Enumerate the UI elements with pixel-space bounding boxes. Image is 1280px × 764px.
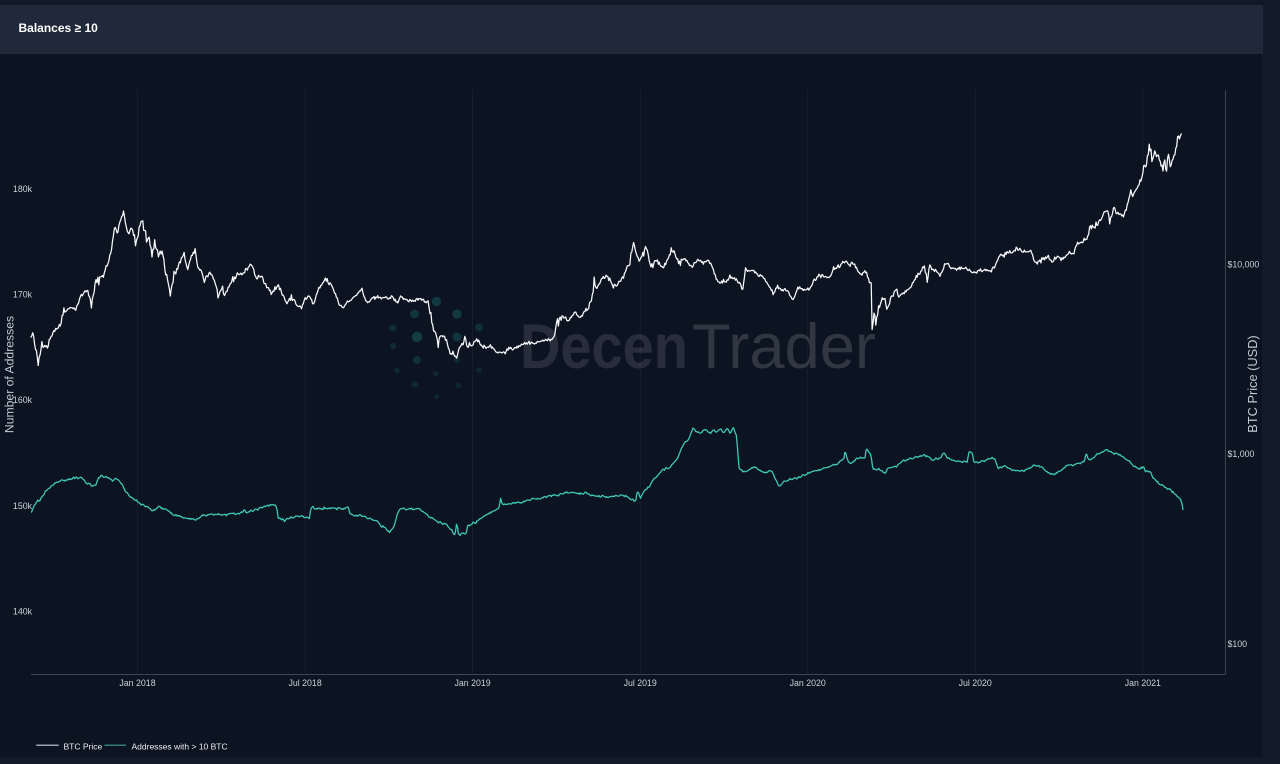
svg-text:Number of Addresses: Number of Addresses [3,316,17,433]
svg-text:Jul 2019: Jul 2019 [624,678,657,688]
svg-text:Jan 2019: Jan 2019 [454,678,490,688]
svg-text:Addresses with > 10 BTC: Addresses with > 10 BTC [132,741,228,751]
svg-text:$10,000: $10,000 [1228,259,1260,269]
svg-text:$1,000: $1,000 [1228,449,1255,459]
svg-text:170k: 170k [13,290,33,300]
svg-text:Jul 2018: Jul 2018 [288,678,321,688]
svg-text:140k: 140k [13,606,33,616]
svg-text:$100: $100 [1228,639,1248,649]
svg-text:160k: 160k [13,395,33,405]
svg-text:Jul 2020: Jul 2020 [959,678,992,688]
svg-text:180k: 180k [13,184,33,194]
svg-text:Jan 2020: Jan 2020 [790,678,826,688]
svg-text:Jan 2018: Jan 2018 [119,678,155,688]
svg-text:150k: 150k [13,501,33,511]
svg-text:BTC Price (USD): BTC Price (USD) [1245,335,1260,432]
svg-text:Trader: Trader [692,312,876,382]
svg-text:BTC Price: BTC Price [64,741,103,751]
svg-text:Jan 2021: Jan 2021 [1125,678,1161,688]
svg-text:Decen: Decen [520,312,688,382]
svg-text:Balances ≥ 10: Balances ≥ 10 [19,21,99,35]
